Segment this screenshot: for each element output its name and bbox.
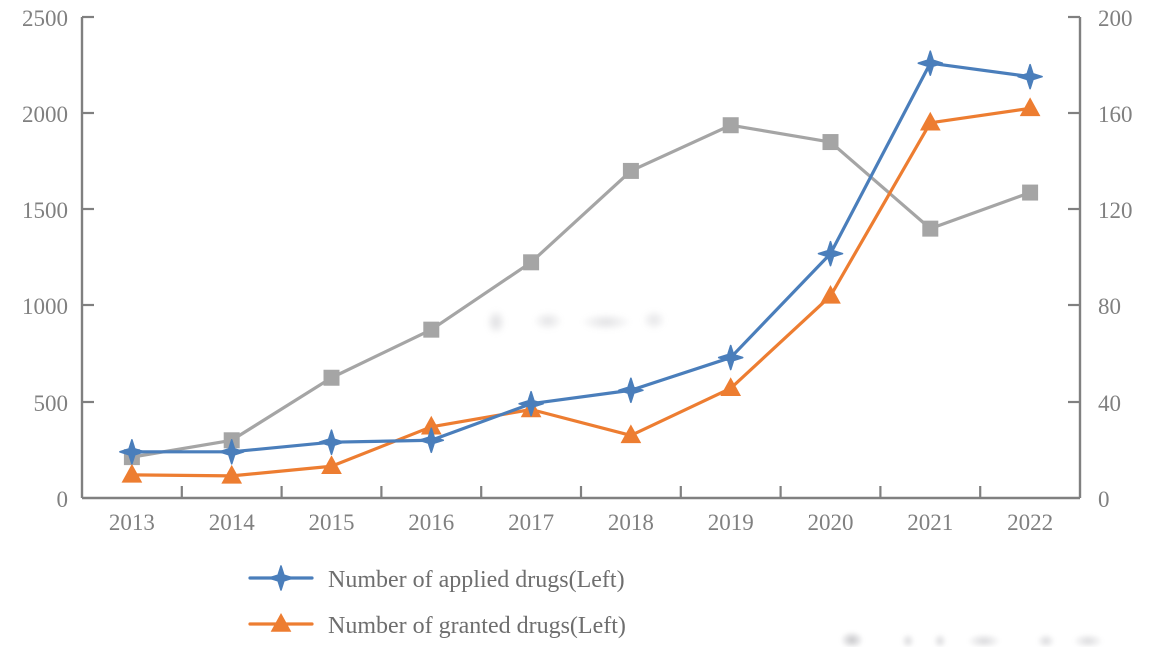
data-point-2021: [922, 220, 939, 237]
data-point-2018: [618, 377, 644, 404]
data-point-2019: [717, 344, 744, 371]
data-point-2019: [722, 117, 739, 134]
right-tick-label-80: 80: [1098, 294, 1121, 319]
left-tick-label-0: 0: [57, 487, 69, 512]
data-point-2018: [622, 162, 639, 179]
x-axis-label-2017: 2017: [508, 510, 554, 535]
right-axis-tick-labels: 200 160 120 80 40 0: [1098, 6, 1133, 512]
x-axis-label-2022: 2022: [1007, 510, 1053, 535]
x-axis-ticks: [180, 486, 982, 498]
x-axis-label-2013: 2013: [109, 510, 155, 535]
left-tick-label-1000: 1000: [22, 294, 68, 319]
right-axis-ticks: [1068, 15, 1080, 404]
data-point-2020: [822, 134, 839, 151]
x-axis-label-2018: 2018: [608, 510, 654, 535]
x-axis-label-2015: 2015: [309, 510, 355, 535]
series-number-of-granted-drugs-left: [121, 97, 1041, 484]
data-point-2022: [1019, 97, 1041, 117]
right-tick-label-160: 160: [1098, 102, 1133, 127]
data-point-2021: [919, 111, 941, 131]
data-point-2017: [523, 254, 540, 271]
data-point-2019: [720, 377, 742, 397]
data-point-2015: [321, 455, 342, 474]
series-unlabeled-2: [123, 117, 1039, 466]
data-point-2013: [121, 463, 143, 483]
left-tick-label-1500: 1500: [22, 198, 68, 223]
left-axis: 2500 2000 1500 1000 500 0: [22, 6, 94, 512]
chart-legend: Number of applied drugs(Left) Number of g…: [248, 565, 626, 639]
data-point-2020: [820, 284, 841, 304]
right-tick-label-120: 120: [1098, 198, 1133, 223]
series-line: [130, 106, 1032, 478]
data-point-2013: [119, 439, 145, 465]
left-tick-label-2000: 2000: [22, 102, 68, 127]
data-point-2022: [1022, 184, 1039, 201]
x-axis-label-2021: 2021: [907, 510, 953, 535]
left-axis-tick-labels: 2500 2000 1500 1000 500 0: [22, 6, 68, 512]
data-point-2014: [218, 439, 245, 465]
legend-marker-icon: [268, 565, 294, 591]
legend-item-applied-drugs[interactable]: Number of applied drugs(Left): [248, 565, 625, 593]
legend-label: Number of applied drugs(Left): [328, 567, 625, 593]
data-point-2022: [1017, 63, 1043, 90]
data-point-2018: [620, 424, 642, 444]
series-number-of-applied-drugs-left: [119, 50, 1043, 465]
x-axis-label-2020: 2020: [808, 510, 854, 535]
right-tick-label-0: 0: [1098, 487, 1110, 512]
x-axis-label-2019: 2019: [708, 510, 754, 535]
data-point-2020: [817, 240, 844, 267]
series-line: [130, 61, 1032, 454]
right-axis: 200 160 120 80 40 0: [1068, 6, 1133, 512]
legend-item-granted-drugs[interactable]: Number of granted drugs(Left): [248, 612, 626, 639]
x-axis-label-2014: 2014: [209, 510, 256, 535]
x-axis-tick-labels: 2013 2014 2015 2016 2017 2018 2019 2020 2021 2022: [109, 510, 1053, 535]
series-line: [130, 123, 1032, 459]
data-point-2017: [518, 390, 544, 417]
series-layer: [119, 50, 1043, 484]
legend-marker-icon: [270, 612, 292, 632]
legend-label: Number of granted drugs(Left): [328, 613, 626, 639]
left-tick-label-500: 500: [34, 391, 69, 416]
right-tick-label-200: 200: [1098, 6, 1133, 31]
data-point-2014: [221, 464, 243, 484]
x-axis: 2013 2014 2015 2016 2017 2018 2019 2020 2021 2022: [82, 486, 1080, 535]
x-axis-label-2016: 2016: [408, 510, 454, 535]
data-point-2016: [423, 321, 440, 338]
data-point-2015: [323, 369, 340, 386]
right-tick-label-40: 40: [1098, 391, 1121, 416]
data-point-2016: [418, 427, 445, 454]
data-point-2015: [318, 429, 345, 455]
data-point-2021: [917, 50, 944, 76]
left-tick-label-2500: 2500: [22, 6, 68, 31]
left-axis-ticks: [82, 15, 94, 404]
